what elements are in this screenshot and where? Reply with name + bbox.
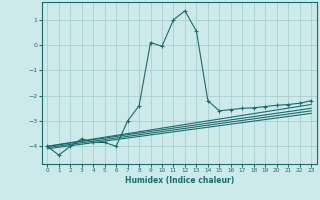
X-axis label: Humidex (Indice chaleur): Humidex (Indice chaleur) (124, 176, 234, 185)
